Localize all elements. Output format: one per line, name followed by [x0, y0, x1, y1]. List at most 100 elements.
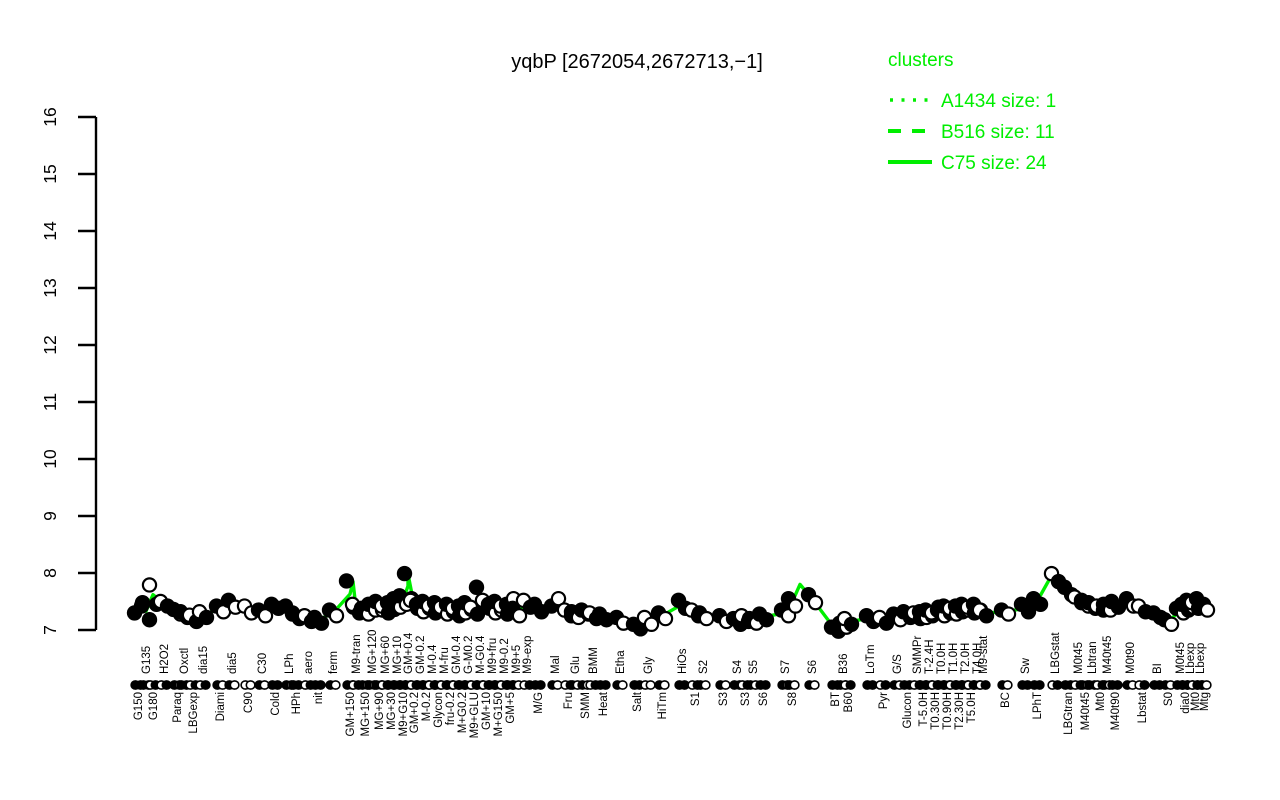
legend-item-b516: B516 size: 11: [941, 122, 1055, 143]
strip-marker: [1201, 680, 1212, 690]
strip-marker: [315, 680, 326, 690]
x-label-bottom: LPhT: [1032, 692, 1044, 720]
strip-marker: [659, 680, 670, 690]
strip-marker: [272, 680, 283, 690]
x-label-top: Lbexp: [1195, 643, 1207, 674]
x-label-top: S6: [807, 660, 819, 674]
data-point: [313, 615, 330, 631]
x-label-top: GM+0.4: [403, 632, 415, 674]
y-tick-label: 8: [40, 568, 60, 578]
x-label-top: aero: [303, 651, 315, 674]
data-point: [698, 610, 715, 627]
x-label-top: M-fru: [439, 647, 451, 674]
x-label-top: S5: [748, 660, 760, 674]
x-label-bottom: S0: [1163, 692, 1175, 706]
x-label-bottom: S1: [690, 692, 702, 706]
x-label-bottom: LBGexp: [188, 692, 200, 734]
cluster-legend: clusters A1434 size: 1 B516 size: 11 C75…: [888, 50, 1056, 174]
x-label-bottom: G180: [148, 692, 160, 720]
x-label-bottom: HiTm: [657, 692, 669, 719]
strip-marker: [229, 680, 240, 690]
data-point: [787, 598, 804, 614]
y-tick-label: 14: [40, 221, 60, 241]
strip-marker: [880, 680, 891, 690]
x-label-top: GM-0.2: [415, 636, 427, 674]
x-label-bottom: nit: [313, 691, 325, 704]
strip-marker: [245, 680, 256, 690]
data-point: [843, 616, 860, 633]
x-label-top: M9+fru: [487, 638, 499, 674]
strip-marker: [330, 680, 341, 690]
x-label-bottom: G150: [133, 692, 145, 720]
x-label-top: HiOs: [677, 648, 689, 674]
x-label-top: G135: [141, 646, 153, 674]
strip-marker: [535, 680, 546, 690]
x-label-top: LPh: [284, 654, 296, 674]
data-point: [978, 608, 995, 624]
x-label-top: Lbtran: [1087, 641, 1099, 674]
x-label-top: Etha: [615, 650, 627, 674]
x-label-top: LoTm: [865, 645, 877, 674]
strip-marker: [617, 680, 628, 690]
data-points: [126, 565, 1216, 639]
x-label-bottom: fru-0.2: [445, 692, 457, 725]
data-point: [1163, 616, 1180, 633]
data-point: [141, 612, 158, 628]
x-label-bottom: Mtg: [1199, 692, 1211, 711]
y-tick-label: 7: [40, 625, 60, 635]
x-label-bottom: Glycon: [433, 692, 445, 728]
x-label-top: T0.0H: [936, 643, 948, 674]
x-label-top: BI: [1152, 663, 1164, 674]
data-point: [758, 612, 775, 628]
x-label-top: BMM: [588, 647, 600, 674]
data-point: [511, 608, 528, 624]
x-label-bottom: GM+5: [505, 692, 517, 724]
x-label-bottom: Diami: [215, 692, 227, 721]
y-tick-label: 9: [40, 511, 60, 521]
strip-marker: [700, 680, 711, 690]
x-label-top: GM-0.4: [451, 635, 463, 674]
x-label-top: S7: [780, 660, 792, 674]
x-label-bottom: C90: [243, 692, 255, 713]
data-point: [1020, 604, 1037, 620]
strip-marker: [1112, 680, 1123, 690]
strip-marker: [980, 680, 991, 690]
x-label-bottom: M+G0.2: [457, 692, 469, 733]
x-label-bottom: BT: [830, 692, 842, 707]
x-label-bottom: M9+G10: [398, 692, 410, 736]
x-label-top: B36: [838, 654, 850, 674]
strip-marker: [845, 680, 856, 690]
x-label-bottom: M40t45: [1080, 692, 1092, 730]
x-label-bottom: T0.90H: [942, 692, 954, 730]
x-label-bottom: Lbstat: [1137, 691, 1149, 723]
x-label-bottom: M+G150: [493, 692, 505, 736]
x-label-bottom: T0.30H: [930, 692, 942, 730]
x-label-top: C30: [257, 653, 269, 674]
data-point: [468, 579, 485, 595]
x-label-top: SMMPr: [912, 636, 924, 675]
x-label-top: LBGstat: [1050, 632, 1062, 674]
x-label-top: Oxctl: [179, 648, 191, 674]
data-point: [396, 565, 413, 582]
x-label-bottom: M/G: [533, 692, 545, 714]
data-point: [328, 608, 345, 624]
x-label-top: T-2.4H: [924, 639, 936, 674]
x-label-bottom: Paraq: [172, 692, 184, 723]
x-label-bottom: MG+30: [386, 692, 398, 730]
data-point: [1032, 596, 1049, 613]
x-label-bottom: Mt0: [1095, 692, 1107, 711]
x-label-bottom: MG+90: [374, 692, 386, 730]
x-label-bottom: Cold: [270, 692, 282, 716]
x-label-top: M40t45: [1102, 636, 1114, 674]
x-label-bottom: GM+10: [481, 692, 493, 730]
data-point: [657, 610, 674, 627]
x-label-top: T1.0H: [948, 643, 960, 674]
data-point: [338, 573, 355, 589]
x-label-bottom: Pyr: [878, 692, 890, 709]
y-tick-label: 15: [40, 164, 60, 183]
x-label-top: M0t90: [1125, 642, 1137, 674]
x-label-top: ferm: [328, 651, 340, 674]
x-label-bottom: S8: [787, 692, 799, 706]
strip-marker: [1002, 680, 1013, 690]
